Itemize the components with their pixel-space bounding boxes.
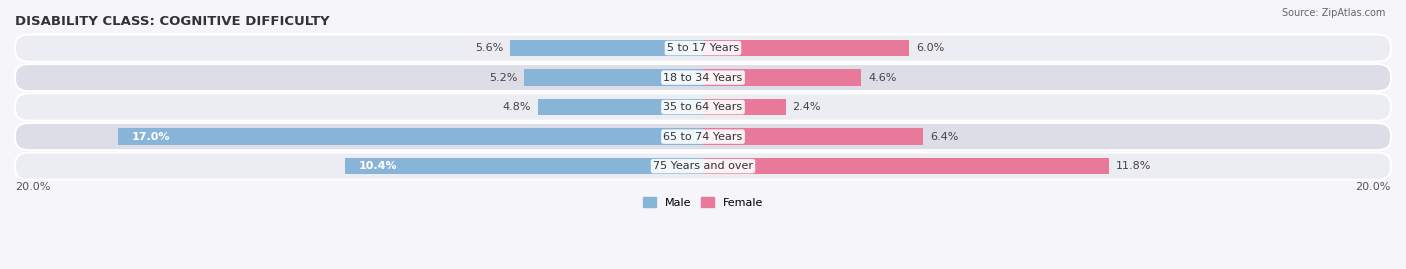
Text: 5 to 17 Years: 5 to 17 Years	[666, 43, 740, 53]
Text: 35 to 64 Years: 35 to 64 Years	[664, 102, 742, 112]
Bar	[538, 99, 703, 115]
Text: 10.4%: 10.4%	[359, 161, 398, 171]
Text: 5.2%: 5.2%	[489, 73, 517, 83]
Text: 4.6%: 4.6%	[868, 73, 897, 83]
Text: 18 to 34 Years: 18 to 34 Years	[664, 73, 742, 83]
Bar	[703, 158, 1109, 174]
Text: 6.4%: 6.4%	[929, 132, 959, 141]
Text: 11.8%: 11.8%	[1116, 161, 1152, 171]
Legend: Male, Female: Male, Female	[638, 193, 768, 212]
Bar	[703, 129, 924, 145]
FancyBboxPatch shape	[15, 94, 1391, 121]
FancyBboxPatch shape	[15, 34, 1391, 62]
FancyBboxPatch shape	[15, 64, 1391, 91]
Text: DISABILITY CLASS: COGNITIVE DIFFICULTY: DISABILITY CLASS: COGNITIVE DIFFICULTY	[15, 15, 329, 28]
FancyBboxPatch shape	[15, 123, 1391, 150]
Text: 17.0%: 17.0%	[132, 132, 170, 141]
Bar	[346, 158, 703, 174]
Text: 65 to 74 Years: 65 to 74 Years	[664, 132, 742, 141]
Text: Source: ZipAtlas.com: Source: ZipAtlas.com	[1281, 8, 1385, 18]
Text: 2.4%: 2.4%	[793, 102, 821, 112]
Text: 6.0%: 6.0%	[917, 43, 945, 53]
Text: 75 Years and over: 75 Years and over	[652, 161, 754, 171]
Bar	[703, 69, 862, 86]
Bar	[703, 99, 786, 115]
Text: 4.8%: 4.8%	[502, 102, 531, 112]
Bar	[703, 40, 910, 56]
Text: 20.0%: 20.0%	[15, 182, 51, 192]
Text: 5.6%: 5.6%	[475, 43, 503, 53]
FancyBboxPatch shape	[15, 153, 1391, 180]
Bar	[524, 69, 703, 86]
Bar	[510, 40, 703, 56]
Text: 20.0%: 20.0%	[1355, 182, 1391, 192]
Bar	[118, 129, 703, 145]
